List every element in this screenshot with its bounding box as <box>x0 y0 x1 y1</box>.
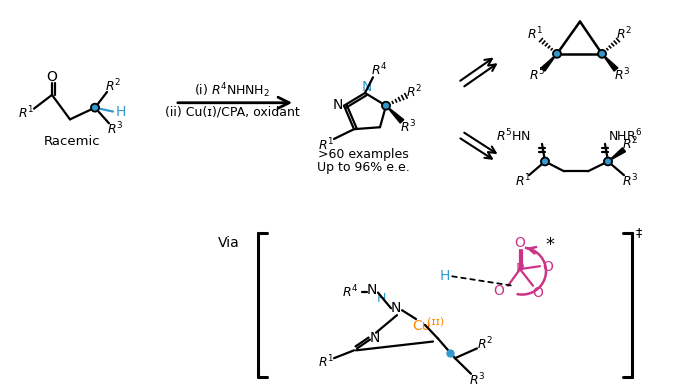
Polygon shape <box>386 106 403 123</box>
Text: $R^1$: $R^1$ <box>318 354 334 371</box>
Text: $R^1$: $R^1$ <box>527 26 543 43</box>
Circle shape <box>553 50 561 58</box>
Circle shape <box>91 104 99 112</box>
Circle shape <box>382 102 390 109</box>
Text: $R^3$: $R^3$ <box>400 119 416 135</box>
Text: O: O <box>543 260 553 274</box>
Text: $R^1$: $R^1$ <box>18 104 34 121</box>
Text: N: N <box>370 331 380 345</box>
Text: Up to 96% e.e.: Up to 96% e.e. <box>316 161 410 174</box>
Text: $R^2$: $R^2$ <box>622 135 638 152</box>
Text: O: O <box>532 286 543 300</box>
Text: N: N <box>362 80 372 94</box>
Text: $R^1$: $R^1$ <box>318 137 334 153</box>
Text: $R^4$: $R^4$ <box>342 283 358 300</box>
Text: $R^5$HN: $R^5$HN <box>496 128 531 144</box>
Text: Racemic: Racemic <box>44 135 100 148</box>
Text: $R^3$: $R^3$ <box>469 371 485 388</box>
Text: $R^2$: $R^2$ <box>477 336 493 353</box>
Text: H: H <box>376 292 386 305</box>
Text: $^{‡}$: $^{‡}$ <box>635 229 643 247</box>
Text: $R^1$: $R^1$ <box>515 173 531 189</box>
Text: >60 examples: >60 examples <box>318 148 408 161</box>
Text: O: O <box>514 236 525 250</box>
Circle shape <box>541 158 549 165</box>
Text: H: H <box>116 104 126 119</box>
Text: (ii) Cu(ɪ)/CPA, oxidant: (ii) Cu(ɪ)/CPA, oxidant <box>164 105 299 118</box>
Text: N: N <box>366 283 377 297</box>
Text: NHR$^6$: NHR$^6$ <box>608 128 642 144</box>
Text: H: H <box>440 269 450 283</box>
Circle shape <box>604 158 612 165</box>
Text: $R^4$: $R^4$ <box>371 62 387 79</box>
Text: N: N <box>391 301 401 315</box>
Text: O: O <box>494 284 504 298</box>
Text: $R^3$: $R^3$ <box>107 121 123 137</box>
Text: P: P <box>516 262 524 276</box>
Text: (i) $R^4$NHNH$_2$: (i) $R^4$NHNH$_2$ <box>194 81 270 100</box>
Text: (ɪɪ): (ɪɪ) <box>427 317 445 327</box>
Text: $R^2$: $R^2$ <box>616 26 632 43</box>
Text: Via: Via <box>218 236 240 250</box>
Text: *: * <box>545 236 554 254</box>
Text: $R^2$: $R^2$ <box>406 84 422 100</box>
Polygon shape <box>608 148 625 161</box>
Text: N: N <box>333 98 343 112</box>
Polygon shape <box>541 54 557 71</box>
Polygon shape <box>602 54 618 71</box>
Text: $R^3$: $R^3$ <box>622 173 638 189</box>
Circle shape <box>598 50 606 58</box>
Text: $R^5$: $R^5$ <box>529 67 545 84</box>
Text: O: O <box>47 70 58 84</box>
Text: $R^2$: $R^2$ <box>105 78 121 94</box>
Text: Cu: Cu <box>413 319 432 333</box>
Text: $R^3$: $R^3$ <box>614 67 630 84</box>
